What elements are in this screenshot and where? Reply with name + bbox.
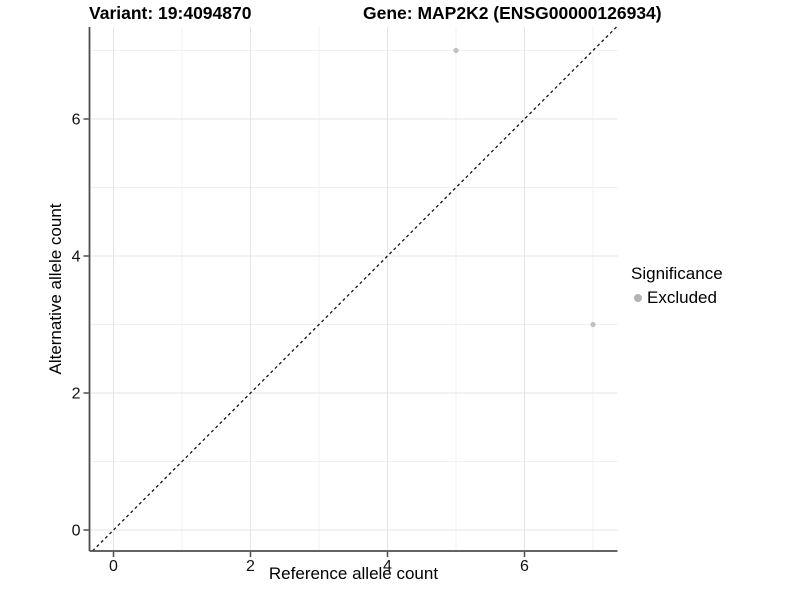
- y-tick-label: 4: [72, 249, 81, 266]
- y-tick-label: 2: [72, 386, 81, 403]
- x-tick-label: 0: [109, 558, 118, 575]
- variant-title: Variant: 19:4094870: [89, 3, 252, 23]
- y-tick-label: 0: [72, 523, 81, 540]
- legend-key-dot-icon: [634, 294, 642, 302]
- y-axis-title: Alternative allele count: [46, 203, 65, 375]
- legend-item-excluded: Excluded: [631, 288, 723, 308]
- x-tick-label: 6: [520, 558, 529, 575]
- legend-item-label: Excluded: [647, 288, 717, 307]
- y-tick-label: 6: [72, 112, 81, 129]
- legend: Significance Excluded: [631, 264, 723, 308]
- gene-title: Gene: MAP2K2 (ENSG00000126934): [363, 3, 662, 23]
- identity-dashed-line: [92, 26, 617, 552]
- legend-title: Significance: [631, 264, 723, 283]
- x-tick-label: 2: [246, 558, 255, 575]
- x-axis-title: Reference allele count: [268, 564, 439, 583]
- data-point: [453, 47, 459, 54]
- x-tick-label: 4: [383, 558, 392, 575]
- data-point: [590, 321, 596, 328]
